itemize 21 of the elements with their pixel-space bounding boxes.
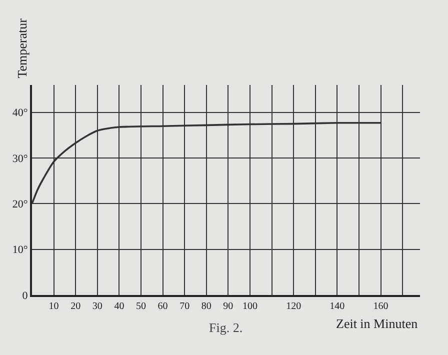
y-tick-label: 0 xyxy=(22,290,28,302)
x-tick-label: 10 xyxy=(48,301,59,312)
y-tick-label: 10° xyxy=(12,244,28,256)
x-tick-label: 80 xyxy=(201,301,212,312)
x-axis-title: Zeit in Minuten xyxy=(336,316,418,331)
x-tick-label: 50 xyxy=(136,301,146,312)
x-tick-label: 140 xyxy=(330,301,345,312)
x-tick-label: 90 xyxy=(223,301,234,312)
x-tick-label: 160 xyxy=(373,301,388,312)
y-tick-label: 30° xyxy=(12,152,28,165)
y-axis-title: Temperatur xyxy=(14,18,30,78)
y-tick-label: 40° xyxy=(12,107,28,120)
x-tick-label: 30 xyxy=(92,301,102,312)
x-tick-label: 100 xyxy=(242,301,258,312)
x-tick-label: 70 xyxy=(180,301,190,312)
x-tick-label: 60 xyxy=(158,301,168,312)
x-tick-label: 20 xyxy=(70,301,81,312)
caption: Fig. 2. xyxy=(209,320,243,335)
x-tick-label: 120 xyxy=(286,301,302,312)
y-tick-label: 20° xyxy=(12,198,28,211)
x-tick-label: 40 xyxy=(114,301,124,312)
